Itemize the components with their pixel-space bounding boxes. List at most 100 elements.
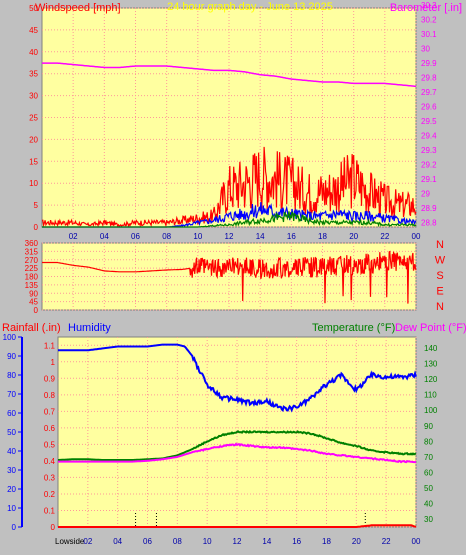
y-tick-label-left: 35 [29, 70, 38, 79]
left-axis-title: Windspeed [mph] [35, 2, 121, 14]
y-tick-label-humidity: 10 [7, 504, 16, 513]
y-tick-label-right: 29.7 [421, 88, 437, 97]
y-tick-label-rain: 0.9 [44, 374, 56, 383]
y-tick-label-left: 15 [29, 157, 38, 166]
y-tick-label-right: 29 [421, 190, 430, 199]
y-tick-label-left: 5 [34, 201, 39, 210]
y-tick-label-right: 30.2 [421, 16, 437, 25]
y-tick-label-rain: 0.2 [44, 490, 56, 499]
y-tick-label-left: 25 [29, 114, 38, 123]
y-tick-label-right: 28.9 [421, 204, 437, 213]
x-tick-label: 20 [349, 232, 358, 241]
y-tick-label-left: 0 [34, 223, 39, 232]
y-tick-label-humidity: 100 [3, 333, 17, 342]
y-tick-label-rain: 0.8 [44, 391, 56, 400]
compass-label: N [436, 301, 444, 313]
y-tick-label-right: 30.3 [421, 1, 437, 10]
compass-label: E [436, 286, 443, 298]
x-tick-label: 20 [352, 537, 361, 546]
y-tick-label-right: 29.2 [421, 161, 437, 170]
y-tick-label-temp: 40 [424, 500, 433, 509]
y-tick-label-direction: 45 [29, 298, 38, 307]
x-tick-label: 04 [113, 537, 122, 546]
x-tick-label: 22 [380, 232, 389, 241]
y-tick-label-right: 29.9 [421, 59, 437, 68]
y-tick-label-rain: 0.4 [44, 457, 56, 466]
y-tick-label-direction: 0 [34, 306, 39, 315]
x-tick-label: 02 [83, 537, 92, 546]
x-tick-label: 04 [100, 232, 109, 241]
dewpoint-axis-title: Dew Point (°F) [395, 322, 466, 334]
y-tick-label-temp: 120 [424, 375, 438, 384]
x-tick-label: 22 [382, 537, 391, 546]
y-tick-label-humidity: 60 [7, 409, 16, 418]
y-tick-label-left: 50 [29, 4, 38, 13]
humidity-axis-title: Humidity [68, 322, 111, 334]
y-tick-label-direction: 135 [25, 281, 39, 290]
x-tick-label: 00 [412, 537, 421, 546]
x-tick-label: 10 [203, 537, 212, 546]
x-tick-label: 18 [322, 537, 331, 546]
y-tick-label-humidity: 30 [7, 466, 16, 475]
y-tick-label-right: 30 [421, 45, 430, 54]
y-tick-label-left: 45 [29, 26, 38, 35]
series-line-barometer [42, 62, 417, 88]
series-line-temperature [58, 429, 417, 461]
y-tick-label-humidity: 80 [7, 371, 16, 380]
y-tick-label-right: 29.3 [421, 146, 437, 155]
y-tick-label-right: 30.1 [421, 30, 437, 39]
y-tick-label-temp: 60 [424, 468, 433, 477]
right-axis-title: Barometer [.in] [390, 2, 462, 14]
rainfall-axis-title: Rainfall (.in) [2, 322, 61, 334]
series-line-windspeed [41, 146, 417, 228]
y-tick-label-rain: 0.6 [44, 424, 56, 433]
y-tick-label-direction: 315 [25, 247, 39, 256]
y-tick-label-rain: 0 [51, 523, 56, 532]
y-tick-label-temp: 90 [424, 422, 433, 431]
y-tick-label-temp: 130 [424, 359, 438, 368]
y-tick-label-rain: 1.1 [44, 341, 56, 350]
y-tick-label-left: 40 [29, 48, 38, 57]
x-tick-label: 12 [225, 232, 234, 241]
x-tick-label: 08 [173, 537, 182, 546]
y-tick-label-right: 29.4 [421, 132, 437, 141]
y-tick-label-left: 10 [29, 179, 38, 188]
x-tick-label: 12 [233, 537, 242, 546]
x-tick-label: 02 [69, 232, 78, 241]
temperature-axis-title: Temperature (°F) [312, 322, 395, 334]
y-tick-label-rain: 0.7 [44, 407, 56, 416]
series-line-rainfall [58, 524, 417, 528]
y-tick-label-temp: 110 [424, 391, 437, 400]
y-tick-label-humidity: 40 [7, 447, 16, 456]
y-tick-label-rain: 0.5 [44, 440, 56, 449]
y-tick-label-left: 30 [29, 92, 38, 101]
y-tick-label-humidity: 0 [12, 523, 17, 532]
y-tick-label-right: 29.6 [421, 103, 437, 112]
x-tick-label: 10 [193, 232, 202, 241]
x-tick-label: 16 [292, 537, 301, 546]
y-tick-label-right: 29.8 [421, 74, 437, 83]
y-tick-label-humidity: 70 [7, 390, 16, 399]
compass-label: S [436, 270, 443, 282]
y-tick-label-temp: 100 [424, 406, 438, 415]
y-tick-label-temp: 140 [424, 344, 438, 353]
series-line-direction [42, 250, 417, 304]
y-tick-label-direction: 180 [25, 273, 39, 282]
y-tick-label-humidity: 50 [7, 428, 16, 437]
x-tick-label: 00 [412, 232, 421, 241]
y-tick-label-temp: 30 [424, 515, 433, 524]
series-line-average [42, 211, 417, 228]
y-tick-label-temp: 80 [424, 437, 433, 446]
x-tick-label: 14 [256, 232, 265, 241]
x-tick-label: 06 [143, 537, 152, 546]
y-tick-label-direction: 360 [25, 239, 39, 248]
y-tick-label-temp: 50 [424, 484, 433, 493]
series-line-humidity [58, 343, 417, 413]
y-tick-label-rain: 0.1 [44, 506, 56, 515]
y-tick-label-rain: 1 [51, 358, 56, 367]
x-tick-label: 16 [287, 232, 296, 241]
y-tick-label-direction: 270 [25, 256, 39, 265]
compass-label: W [435, 255, 446, 267]
